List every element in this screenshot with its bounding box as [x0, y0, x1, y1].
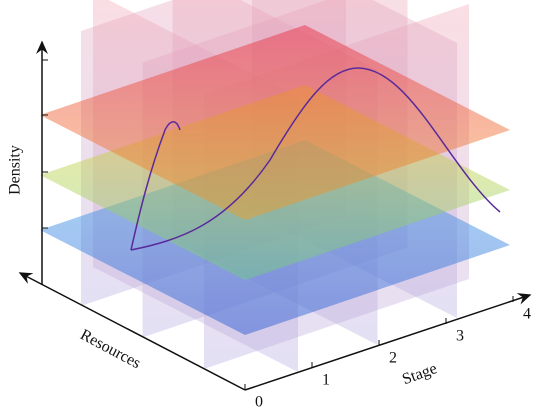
density-label: Density	[7, 145, 24, 195]
stage-label: Stage	[400, 360, 439, 388]
page: {"axes": {"density_label": "Density", "r…	[0, 0, 543, 415]
resources-label: Resources	[77, 326, 143, 372]
figure: Density Resources Stage 0 1 2 3 4	[0, 0, 543, 415]
stage-tick-label: 1	[322, 372, 330, 389]
stage-tick-label: 0	[255, 394, 263, 411]
stage-tick-label: 3	[456, 328, 464, 345]
stage-tick-label: 2	[389, 350, 397, 367]
stage-tick-label: 4	[523, 306, 531, 323]
planes	[40, 0, 510, 372]
